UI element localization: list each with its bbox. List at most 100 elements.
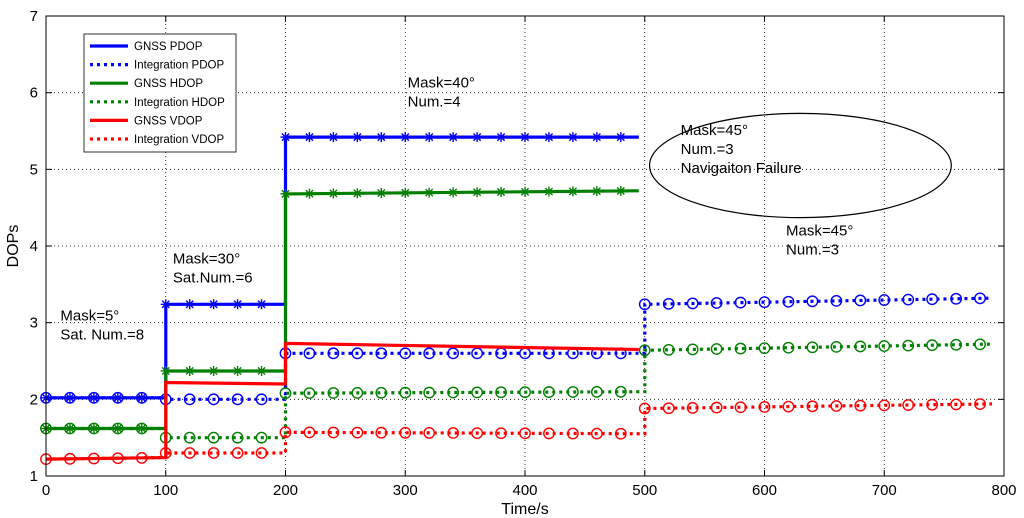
legend-label: Integration VDOP bbox=[134, 134, 224, 146]
star-marker bbox=[591, 186, 602, 197]
y-tick-label: 7 bbox=[30, 8, 38, 25]
star-marker bbox=[424, 132, 435, 143]
circle-marker bbox=[447, 347, 460, 360]
circle-marker bbox=[159, 447, 172, 459]
circle-marker bbox=[686, 343, 699, 356]
y-tick-label: 2 bbox=[30, 391, 38, 408]
star-marker bbox=[88, 423, 99, 434]
circle-marker bbox=[255, 393, 268, 406]
star-marker bbox=[567, 186, 578, 197]
axis-ticks: 0 100 200 300 400 500 600 700 800 1 2 3 4 5 6 7 bbox=[30, 8, 1017, 499]
circle-marker bbox=[854, 294, 867, 307]
circle-marker bbox=[111, 422, 124, 435]
y-tick-label: 3 bbox=[30, 315, 38, 332]
circle-marker bbox=[926, 398, 939, 411]
star-marker bbox=[256, 365, 267, 376]
circle-marker bbox=[926, 339, 939, 352]
legend-label: Integration PDOP bbox=[134, 60, 224, 72]
annotation-line: Navigaiton Failure bbox=[681, 160, 802, 177]
circle-marker bbox=[135, 391, 148, 404]
circle-marker bbox=[399, 347, 412, 360]
star-marker bbox=[232, 365, 243, 376]
circle-marker bbox=[327, 426, 340, 439]
circle-marker bbox=[183, 393, 196, 406]
circle-marker bbox=[351, 347, 364, 360]
circle-marker bbox=[543, 386, 555, 398]
circle-marker bbox=[423, 427, 436, 439]
circle-marker bbox=[375, 386, 388, 399]
circle-marker bbox=[135, 452, 148, 464]
star-marker bbox=[400, 132, 411, 143]
circle-marker bbox=[111, 391, 124, 404]
circle-marker bbox=[543, 427, 555, 440]
star-marker bbox=[328, 132, 339, 143]
star-marker bbox=[208, 299, 219, 310]
circle-marker bbox=[88, 422, 100, 435]
annotation-text: Mask=5° Sat. Num.=8 bbox=[60, 307, 144, 343]
circle-marker bbox=[782, 295, 795, 308]
circle-marker bbox=[399, 386, 412, 399]
star-marker bbox=[304, 188, 315, 199]
circle-marker bbox=[686, 297, 699, 310]
circle-marker bbox=[662, 402, 675, 415]
circle-marker bbox=[183, 447, 196, 459]
circle-marker bbox=[710, 401, 723, 414]
annotation-text: Mask=45° Num.=3 Navigaiton Failure bbox=[681, 122, 802, 177]
star-marker bbox=[615, 185, 626, 196]
x-axis-label: Time/s bbox=[501, 501, 548, 518]
annotation-text: Mask=45° Num.=3 bbox=[786, 222, 853, 258]
x-tick-label: 500 bbox=[632, 482, 657, 499]
circle-marker bbox=[88, 452, 100, 465]
circle-marker bbox=[495, 427, 507, 440]
annotation-line: Num.=4 bbox=[408, 93, 461, 110]
annotation-text: Mask=40° Num.=4 bbox=[408, 74, 475, 110]
annotation-line: Mask=30° bbox=[173, 251, 240, 268]
legend-label: GNSS HDOP bbox=[134, 78, 203, 90]
x-tick-label: 0 bbox=[42, 482, 50, 499]
y-tick-label: 1 bbox=[30, 468, 38, 485]
circle-marker bbox=[806, 295, 819, 308]
circle-marker bbox=[351, 426, 364, 439]
circle-marker bbox=[590, 427, 603, 440]
circle-marker bbox=[64, 452, 76, 465]
circle-marker bbox=[974, 338, 986, 351]
star-marker bbox=[543, 186, 554, 197]
circle-marker bbox=[830, 400, 843, 412]
circle-marker bbox=[638, 402, 651, 415]
circle-marker bbox=[734, 401, 747, 414]
circle-marker bbox=[950, 398, 962, 411]
star-marker bbox=[448, 187, 459, 198]
circle-marker bbox=[207, 447, 220, 459]
circle-marker bbox=[758, 401, 771, 413]
circle-marker bbox=[279, 426, 292, 439]
circle-marker bbox=[567, 386, 579, 398]
circle-marker bbox=[471, 427, 483, 440]
star-marker bbox=[615, 132, 626, 143]
star-marker bbox=[280, 132, 291, 143]
circle-marker bbox=[902, 399, 915, 411]
plot-frame bbox=[45, 15, 1005, 477]
circle-marker bbox=[303, 387, 316, 399]
y-tick-label: 5 bbox=[30, 161, 38, 178]
circle-marker bbox=[207, 393, 220, 406]
circle-marker bbox=[662, 297, 675, 310]
circle-marker bbox=[950, 338, 962, 351]
circle-marker bbox=[88, 391, 100, 404]
star-marker bbox=[208, 365, 219, 376]
star-marker bbox=[472, 132, 483, 143]
circle-marker bbox=[830, 340, 843, 353]
star-marker bbox=[352, 132, 363, 143]
circle-marker bbox=[926, 293, 939, 306]
circle-marker bbox=[327, 347, 340, 360]
legend-label: Integration HDOP bbox=[134, 97, 225, 109]
circle-marker bbox=[255, 431, 268, 444]
x-tick-label: 700 bbox=[872, 482, 897, 499]
star-marker bbox=[280, 188, 291, 199]
star-marker bbox=[496, 132, 507, 143]
circle-marker bbox=[830, 294, 843, 307]
x-tick-label: 200 bbox=[273, 482, 298, 499]
star-marker bbox=[496, 186, 507, 197]
circle-marker bbox=[614, 427, 627, 440]
circle-marker bbox=[231, 431, 244, 444]
